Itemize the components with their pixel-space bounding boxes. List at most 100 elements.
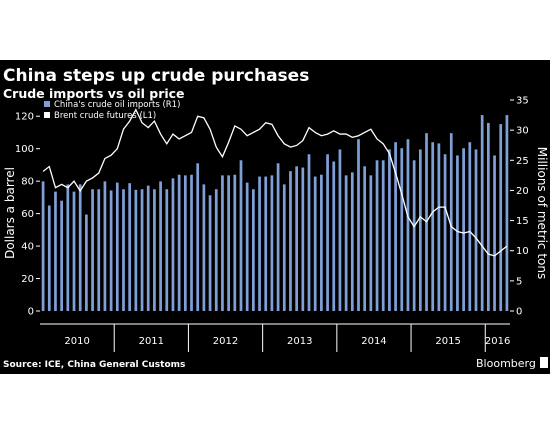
bar	[128, 183, 132, 311]
x-tick-label: 2014	[361, 336, 386, 347]
bar	[60, 200, 63, 311]
chart-title: China steps up crude purchases	[3, 66, 309, 86]
legend-swatch-line	[44, 112, 50, 118]
bar	[85, 214, 88, 311]
x-tick-label: 2010	[64, 336, 89, 347]
bar	[97, 189, 101, 311]
bar-series	[41, 115, 509, 311]
bar	[350, 172, 354, 311]
right-tick-label: 35	[516, 96, 529, 107]
right-tick-label: 10	[516, 246, 529, 257]
brand-mark	[540, 357, 548, 368]
bar	[431, 142, 435, 311]
bar	[443, 154, 447, 311]
bar	[146, 185, 150, 311]
left-tick-label: 60	[21, 209, 34, 220]
bar	[258, 176, 261, 311]
bar	[103, 181, 107, 311]
x-tick-label: 2016	[485, 336, 510, 347]
bar	[239, 160, 243, 311]
left-tick-label: 40	[21, 242, 34, 253]
bar	[264, 176, 268, 311]
bar	[394, 142, 397, 311]
left-axis-label: Dollars a barrel	[3, 167, 17, 259]
bar	[437, 143, 441, 311]
right-axis-label: Millions of metric tons	[535, 147, 549, 279]
bar	[301, 167, 305, 311]
bar	[289, 171, 292, 311]
bar	[320, 174, 323, 311]
bar	[91, 189, 94, 311]
bar	[406, 139, 410, 311]
bar	[196, 163, 200, 311]
bar	[78, 184, 82, 311]
bar	[214, 189, 218, 311]
bar	[251, 189, 255, 311]
legend: China's crude oil imports (R1) Brent cru…	[44, 100, 180, 121]
bar	[245, 182, 249, 311]
bar	[412, 160, 416, 311]
legend-label-bar: China's crude oil imports (R1)	[54, 100, 180, 110]
left-axis: 0 20 40 60 80 100 120	[15, 112, 40, 318]
bar	[165, 189, 169, 311]
line-series	[42, 108, 508, 257]
x-tick-label: 2011	[139, 336, 164, 347]
bar	[66, 184, 70, 311]
bar	[344, 175, 348, 311]
bar	[270, 175, 274, 311]
bar	[276, 163, 280, 311]
bar	[47, 205, 51, 311]
right-tick-label: 20	[516, 186, 529, 197]
bar	[357, 139, 360, 311]
bar	[338, 149, 342, 311]
bar	[449, 133, 453, 311]
bar	[54, 191, 57, 311]
brand-label: Bloomberg	[476, 357, 536, 370]
bar	[400, 148, 404, 311]
bar	[462, 148, 465, 311]
bar	[468, 142, 472, 311]
bar	[221, 175, 224, 311]
bar	[363, 166, 367, 311]
bar	[233, 174, 237, 311]
bar	[505, 115, 509, 311]
right-tick-label: 30	[516, 126, 529, 137]
left-tick-label: 20	[21, 274, 34, 285]
bar	[72, 191, 76, 311]
bar	[140, 189, 144, 311]
bar	[159, 181, 162, 311]
x-axis: 2010 2011 2012 2013 2014 2015 2016	[40, 323, 510, 352]
bar	[227, 175, 230, 311]
bar	[499, 124, 503, 311]
bar	[115, 182, 119, 311]
bar	[369, 175, 373, 311]
bar	[208, 195, 212, 311]
bar	[122, 189, 125, 311]
bar	[109, 190, 113, 311]
bar	[190, 174, 193, 311]
bar	[474, 149, 478, 311]
bar	[388, 149, 391, 311]
source-note: Source: ICE, China General Customs	[3, 360, 185, 370]
bar	[171, 178, 175, 311]
right-tick-label: 15	[516, 216, 529, 227]
bar	[381, 160, 385, 311]
x-tick-label: 2012	[213, 336, 238, 347]
bar	[486, 122, 490, 311]
left-tick-label: 100	[15, 144, 34, 155]
left-tick-label: 80	[21, 177, 34, 188]
bar	[313, 176, 317, 311]
bar	[202, 184, 206, 311]
legend-label-line: Brent crude futures (L1)	[54, 111, 156, 121]
left-tick-label: 120	[15, 112, 34, 123]
bar	[134, 189, 138, 311]
bar	[282, 184, 286, 311]
bar	[326, 154, 329, 311]
right-tick-label: 25	[516, 156, 529, 167]
line-series-group	[42, 108, 508, 257]
bar	[418, 149, 422, 311]
chart-subtitle: Crude imports vs oil price	[3, 86, 185, 101]
x-tick-label: 2013	[287, 336, 312, 347]
bar	[177, 174, 181, 311]
